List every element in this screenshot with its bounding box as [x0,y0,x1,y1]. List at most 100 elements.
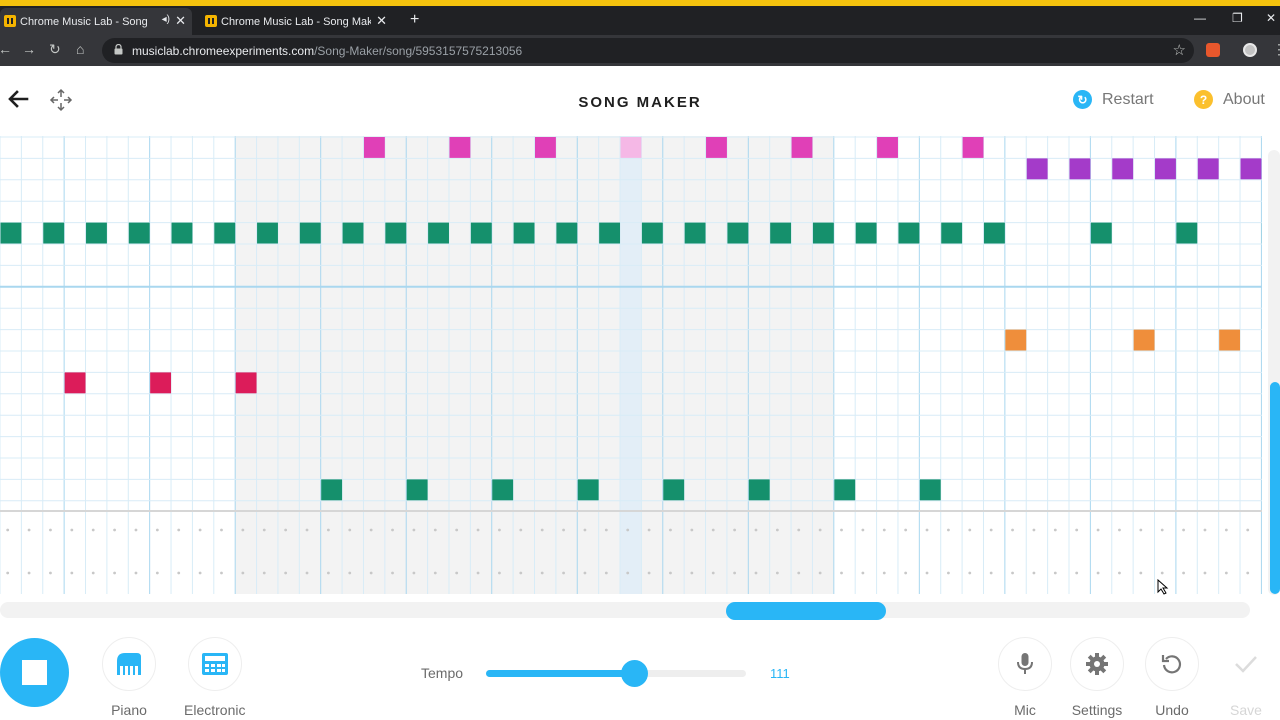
rhythm-dot[interactable] [498,528,501,532]
note-cell[interactable] [877,137,898,158]
note-cell[interactable] [791,137,813,158]
rhythm-dot[interactable] [562,571,565,575]
bookmark-star-icon[interactable]: ☆ [1172,42,1186,59]
rhythm-dot[interactable] [711,528,715,532]
note-cell[interactable] [599,222,621,244]
rhythm-dot[interactable] [797,528,801,532]
rhythm-dot[interactable] [412,571,416,575]
rhythm-dot[interactable] [604,528,608,532]
note-cell[interactable] [470,222,492,244]
note-cell[interactable] [1005,329,1027,351]
rhythm-dot[interactable] [476,528,480,532]
tab-close-icon[interactable]: ✕ [175,13,186,28]
rhythm-dot[interactable] [690,528,694,532]
rhythm-dot[interactable] [284,528,288,532]
rhythm-dot[interactable] [369,571,373,575]
close-window-icon[interactable]: ✕ [1266,11,1277,25]
rhythm-dot[interactable] [1160,571,1164,575]
note-cell[interactable] [385,222,407,244]
horizontal-scroll-track[interactable] [0,602,1250,618]
rhythm-dot[interactable] [540,571,544,575]
rhythm-dot[interactable] [49,528,52,532]
note-cell[interactable] [492,479,514,501]
move-arrows-icon[interactable] [48,87,74,113]
rhythm-dot[interactable] [326,528,330,532]
rhythm-dot[interactable] [818,571,822,575]
note-cell[interactable] [321,479,343,501]
rhythm-dot[interactable] [989,528,993,532]
rhythm-dot[interactable] [391,571,394,575]
rhythm-dot[interactable] [1224,571,1228,575]
note-cell[interactable] [684,222,706,244]
horizontal-scroll-thumb[interactable] [726,602,886,620]
speaker-icon[interactable]: ◂) [161,14,170,25]
rhythm-dot[interactable] [455,571,459,575]
rhythm-dot[interactable] [1246,571,1250,575]
rhythm-dot[interactable] [647,528,651,532]
note-cell[interactable] [428,222,449,244]
rhythm-dot[interactable] [70,571,74,575]
rhythm-dot[interactable] [1032,571,1036,575]
rhythm-dot[interactable] [840,571,843,575]
note-cell[interactable] [663,479,685,501]
note-cell[interactable] [812,222,834,244]
rhythm-dot[interactable] [775,528,779,532]
tab-song-maker-active[interactable]: Chrome Music Lab - Song M ◂) ✕ [0,8,192,35]
reload-icon[interactable]: ↻ [49,41,61,57]
note-cell[interactable] [150,372,172,394]
note-cell[interactable] [556,222,578,244]
note-cell[interactable] [641,222,663,244]
rhythm-dot[interactable] [433,528,437,532]
rhythm-dot[interactable] [391,528,394,532]
rhythm-dot[interactable] [134,528,138,532]
rhythm-dot[interactable] [626,571,630,575]
rhythm-dot[interactable] [455,528,459,532]
rhythm-dot[interactable] [369,528,373,532]
rhythm-dot[interactable] [262,528,266,532]
note-cell[interactable] [1155,158,1176,180]
rhythm-dot[interactable] [1246,528,1250,532]
note-cell[interactable] [128,222,150,244]
rhythm-dot[interactable] [241,571,245,575]
rhythm-dot[interactable] [647,571,651,575]
rhythm-dot[interactable] [947,528,950,532]
profile-avatar[interactable] [1243,43,1257,57]
note-cell[interactable] [1026,158,1048,180]
rhythm-dot[interactable] [1139,528,1143,532]
rhythm-dot[interactable] [669,571,672,575]
rhythm-dot[interactable] [27,528,31,532]
rhythm-dot[interactable] [1160,528,1164,532]
rhythm-dot[interactable] [305,528,309,532]
rhythm-dot[interactable] [562,528,565,532]
rhythm-dot[interactable] [412,528,416,532]
rhythm-dot[interactable] [989,571,993,575]
rhythm-dot[interactable] [220,571,223,575]
minimize-icon[interactable]: — [1194,11,1206,25]
note-cell[interactable] [855,222,877,244]
rhythm-dot[interactable] [1011,528,1014,532]
rhythm-dot[interactable] [797,571,801,575]
note-grid-canvas[interactable] [0,136,1262,594]
vertical-scroll-thumb[interactable] [1270,382,1280,594]
rhythm-dot[interactable] [27,571,31,575]
rhythm-dot[interactable] [305,571,309,575]
rhythm-dot[interactable] [6,528,10,532]
note-cell[interactable] [1219,329,1241,351]
rhythm-dot[interactable] [476,571,480,575]
rhythm-dot[interactable] [925,571,929,575]
rhythm-dot[interactable] [198,528,202,532]
rhythm-dot[interactable] [904,571,908,575]
rhythm-dot[interactable] [968,528,972,532]
note-cell[interactable] [962,137,984,158]
rhythm-dot[interactable] [91,528,95,532]
save-button[interactable]: Save [1219,637,1273,718]
settings-button[interactable]: Settings [1070,637,1124,718]
rhythm-dot[interactable] [498,571,501,575]
rhythm-dot[interactable] [754,528,758,532]
rhythm-dot[interactable] [49,571,52,575]
rhythm-dot[interactable] [70,528,74,532]
rhythm-dot[interactable] [1118,571,1121,575]
note-cell[interactable] [706,137,727,158]
note-cell[interactable] [1069,158,1091,180]
note-cell[interactable] [1133,329,1155,351]
